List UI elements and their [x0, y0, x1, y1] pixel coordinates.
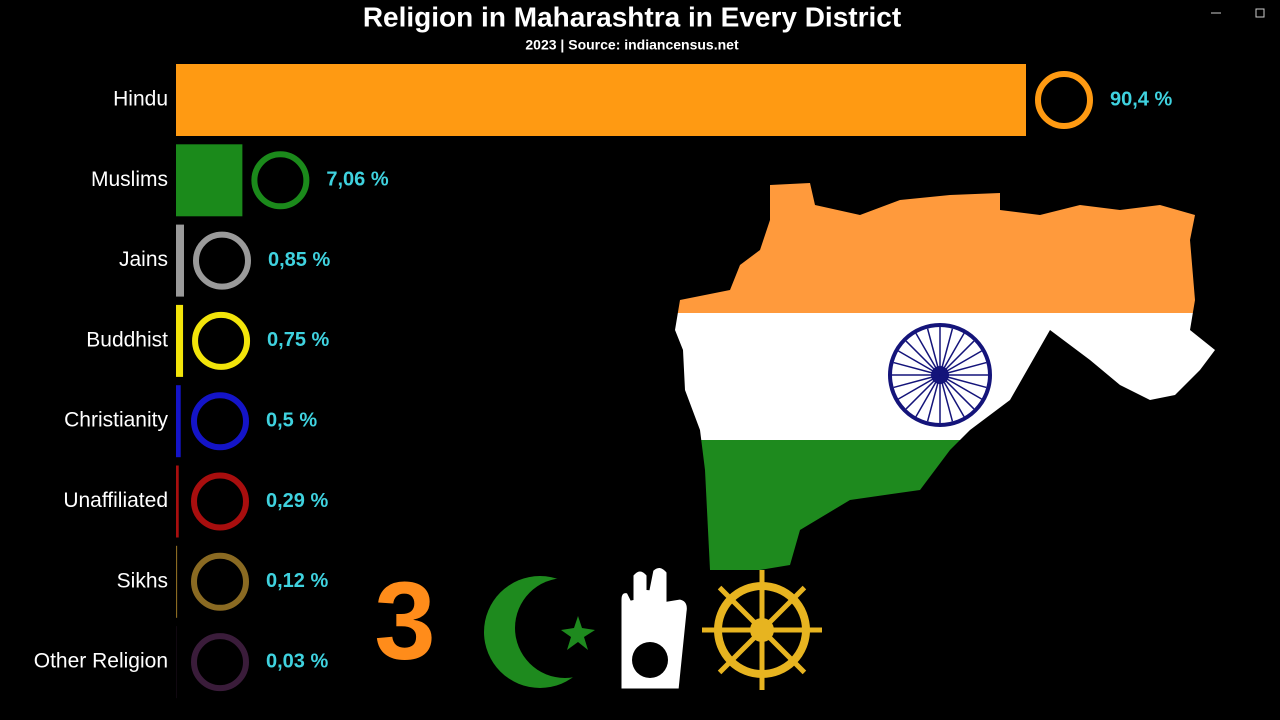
value-label: 0,5 %: [266, 409, 317, 431]
bar: [176, 224, 184, 297]
chakra-spoke: [939, 350, 982, 376]
religion-icon: [251, 151, 310, 210]
chakra-spoke: [939, 374, 975, 410]
bar: [176, 64, 1026, 136]
map-flag: [675, 183, 1215, 570]
religion-icon: [192, 231, 251, 290]
bar: [176, 304, 184, 377]
chakra-spoke: [926, 328, 941, 376]
chakra-spoke: [905, 340, 941, 376]
chakra-spoke: [926, 374, 941, 422]
category-label: Sikhs: [117, 569, 168, 592]
chakra-spoke: [915, 333, 941, 376]
chart-subtitle: 2023 | Source: indiancensus.net: [525, 37, 739, 53]
value-label: 0,29 %: [266, 490, 328, 512]
chakra-spoke: [898, 374, 941, 400]
religion-icon: [191, 633, 249, 692]
category-label: Hindu: [113, 88, 168, 111]
wheel-spoke: [717, 628, 764, 675]
religion-icon: [191, 552, 249, 611]
chart-title: Religion in Maharashtra in Every Distric…: [363, 1, 901, 32]
chakra-spoke: [939, 333, 965, 376]
bar: [176, 545, 178, 618]
value-label: 0,12 %: [266, 570, 328, 592]
chakra-spoke: [939, 340, 975, 376]
bar: [176, 144, 243, 217]
value-label: 0,85 %: [268, 249, 330, 271]
religion-icon: [192, 311, 251, 370]
value-label: 90,4 %: [1110, 88, 1172, 110]
wheel-spoke: [760, 585, 807, 632]
chakra-spoke: [939, 374, 987, 389]
bottom-icons: 3: [374, 560, 822, 692]
chakra-spoke: [915, 374, 941, 417]
chakra-spoke: [939, 374, 954, 422]
religion-icon: [191, 392, 249, 451]
religion-icon: [191, 472, 249, 531]
wheel-spoke: [760, 628, 807, 675]
chakra-spoke: [905, 374, 941, 410]
chakra-spoke: [893, 374, 941, 389]
value-label: 0,03 %: [266, 650, 328, 672]
bar: [176, 465, 179, 538]
window-controls[interactable]: [1211, 8, 1265, 18]
category-label: Muslims: [91, 168, 168, 191]
category-label: Jains: [119, 248, 168, 271]
category-label: Buddhist: [86, 328, 168, 351]
religion-icon: [1035, 71, 1093, 129]
chakra-spoke: [939, 328, 954, 376]
category-label: Christianity: [64, 409, 168, 432]
chakra-spoke: [939, 374, 982, 400]
bar: [176, 385, 181, 458]
category-label: Other Religion: [34, 650, 168, 673]
chakra-spoke: [898, 350, 941, 376]
wheel-spoke: [717, 585, 764, 632]
category-label: Unaffiliated: [63, 489, 168, 512]
svg-text:3: 3: [374, 560, 435, 683]
value-label: 7,06 %: [326, 169, 388, 191]
chakra-spoke: [939, 374, 965, 417]
value-label: 0,75 %: [267, 329, 329, 351]
chakra-spoke: [893, 361, 941, 376]
chakra-spoke: [939, 361, 987, 376]
